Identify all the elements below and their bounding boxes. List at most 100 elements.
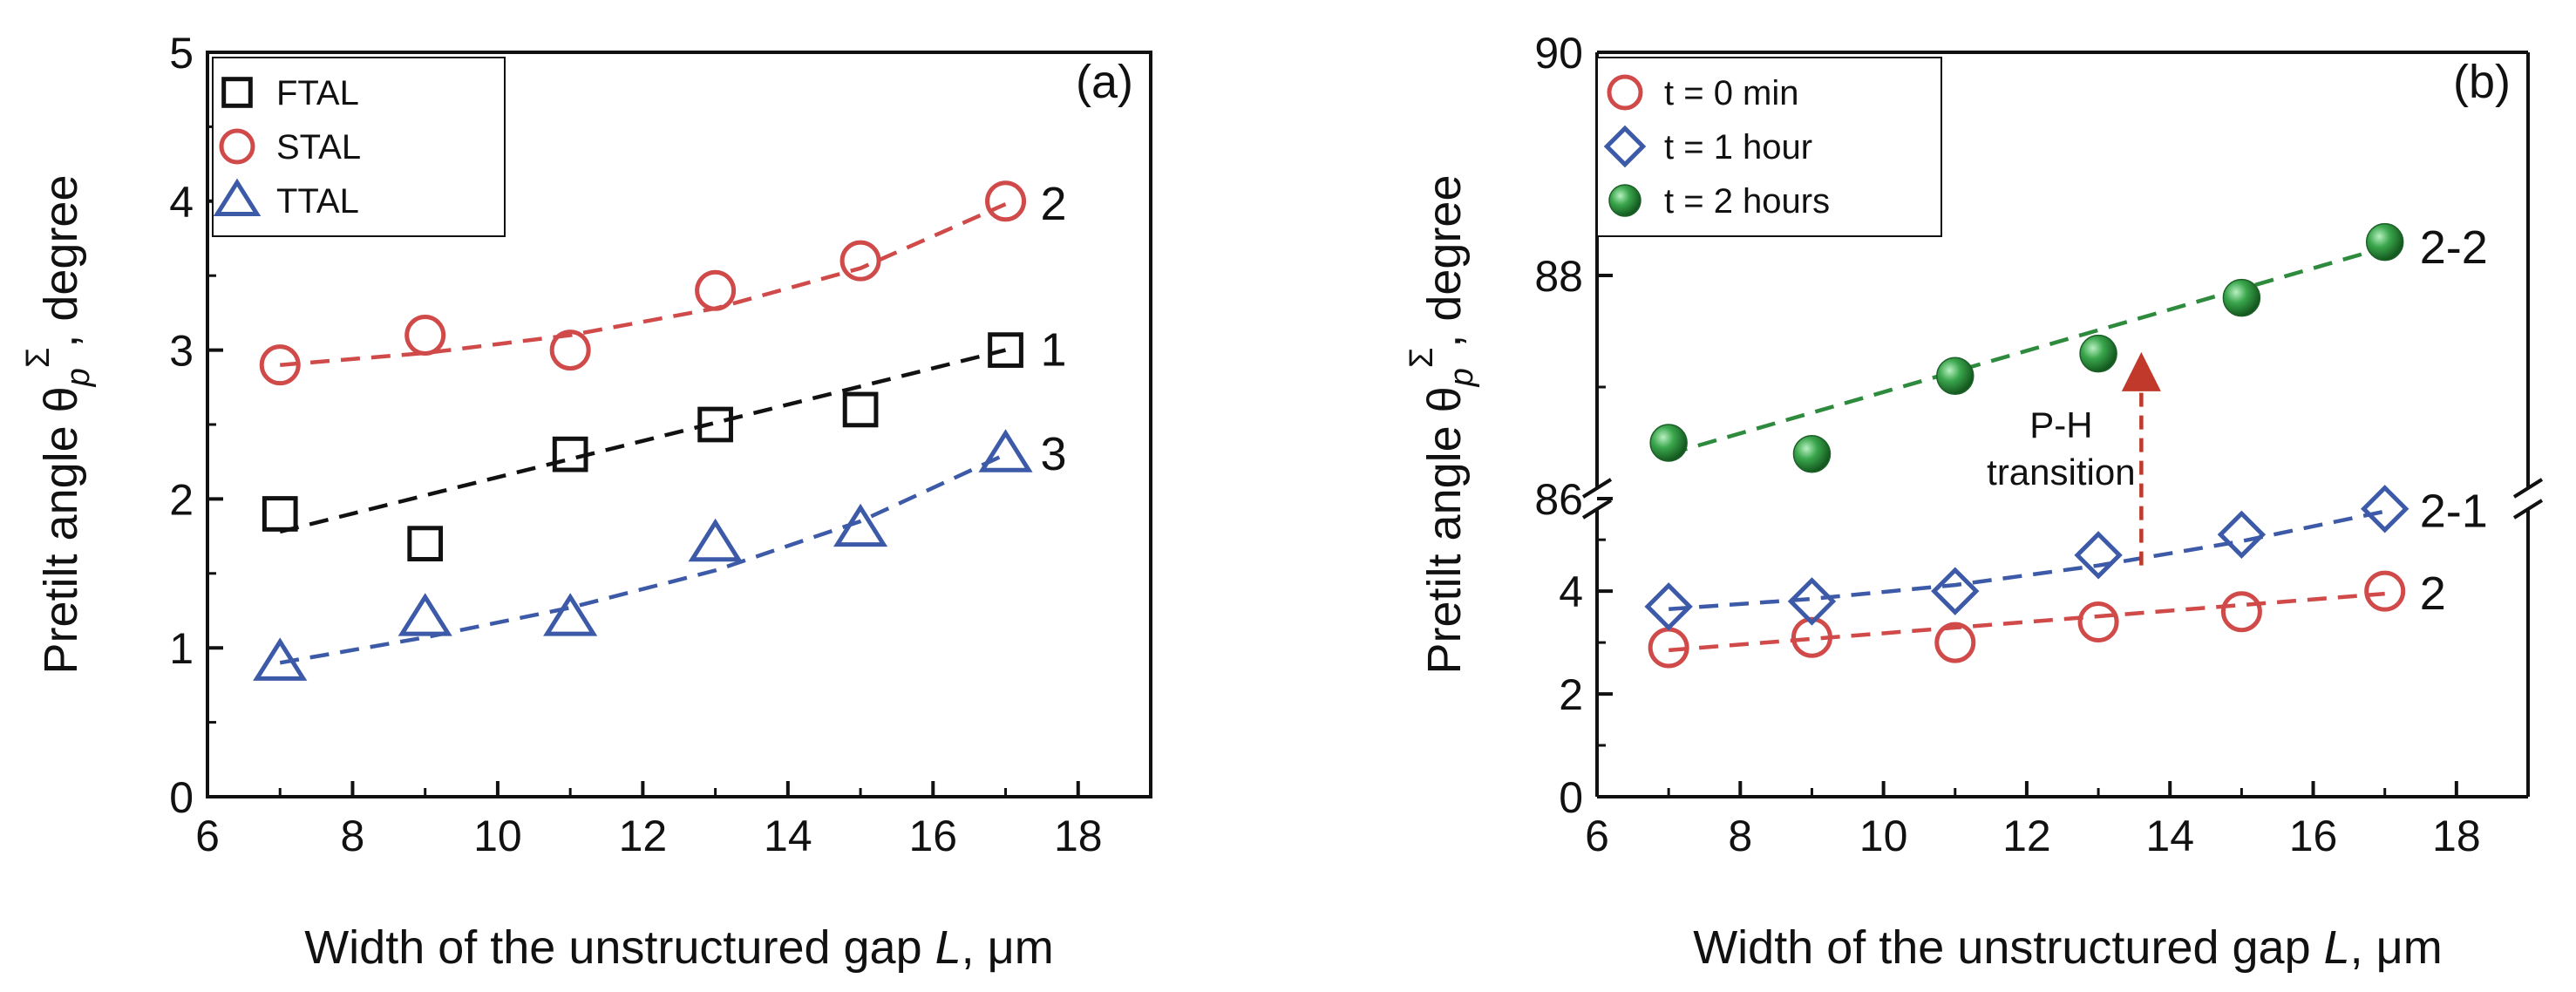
curve-label-ftal: 1: [1041, 324, 1067, 377]
legend-a: FTAL STAL TTAL: [212, 57, 506, 237]
b-legend-label-t-2-hours: t = 2 hours: [1664, 182, 1830, 221]
b-y-tick-label: 88: [1534, 252, 1583, 301]
a-legend-label-ftal: FTAL: [276, 74, 359, 112]
a-legend-label-ttal: TTAL: [276, 182, 359, 221]
data-point-t-1-hour: [2361, 485, 2409, 533]
a-x-tick-label: 16: [908, 812, 957, 860]
curve-labels-b: 2 2-1 2-2: [2420, 221, 2488, 620]
curve-labels-a: 1 2 3: [1041, 178, 1067, 480]
b-y-tick-label: 4: [1559, 567, 1583, 616]
a-legend-marker-ftal: [221, 77, 253, 108]
data-point-t-0-min: [1791, 616, 1832, 658]
a-x-tick-label: 6: [195, 812, 220, 860]
y-axis-title-a: Pretilt angle θpΣ, degree: [20, 175, 97, 675]
data-point-t-0-min: [2220, 591, 2262, 633]
panel-tag-a: (a): [1076, 56, 1133, 108]
data-point-t-2-hours: [1936, 357, 1974, 395]
data-point-t-1-hour: [2074, 531, 2123, 580]
data-point-t-1-hour: [1787, 577, 1837, 626]
a-y-tick-label: 4: [169, 178, 194, 227]
a-y-tick-label: 1: [169, 624, 194, 673]
fit-line-ftal: [279, 348, 1007, 534]
b-x-tick-label: 8: [1728, 812, 1752, 860]
data-point-ftal: [262, 496, 298, 532]
a-x-tick-label: 8: [341, 812, 365, 860]
a-x-tick-label: 12: [619, 812, 668, 860]
fit-line-t-2-hours: [1668, 245, 2386, 456]
a-x-tick-label: 18: [1054, 812, 1103, 860]
b-axis-break-mark: [1581, 478, 1613, 499]
data-point-stal: [259, 344, 301, 386]
fit-line-t-0-min: [1669, 591, 2385, 653]
legend-box-a: [212, 57, 506, 237]
transition-label-line2: transition: [1987, 452, 2135, 493]
data-point-stal: [985, 180, 1027, 222]
b-axis-break-mark: [2512, 499, 2544, 520]
data-point-t-2-hours: [2222, 278, 2261, 317]
a-y-tick-label: 0: [169, 773, 194, 822]
data-point-ttal: [833, 503, 888, 547]
fit-lines-b: [1668, 245, 2386, 653]
b-x-tick-label: 12: [2002, 812, 2051, 860]
b-x-tick-label: 6: [1585, 812, 1609, 860]
data-point-t-0-min: [2364, 570, 2406, 612]
transition-label-line1: P-H: [2029, 404, 2092, 445]
fit-line-stal: [280, 202, 1007, 367]
data-point-t-1-hour: [1644, 582, 1693, 631]
axis-ticks-b: 6 8 10 12 14 16 18 0 2 4 86 88 90: [1534, 29, 2480, 860]
transition-annotation: P-H transition: [1987, 351, 2161, 566]
a-y-tick-label: 2: [169, 475, 194, 524]
b-axis-break-mark: [1581, 499, 1613, 520]
fit-line-t-1-hour: [1669, 509, 2386, 612]
curve-label-t-2-hours: 2-2: [2420, 221, 2488, 274]
a-legend-label-stal: STAL: [276, 128, 361, 166]
data-point-t-2-hours: [2079, 334, 2117, 373]
plot-frame-b: [1581, 51, 2544, 798]
legend-box-b: [1596, 57, 1942, 237]
data-point-stal: [549, 330, 591, 371]
data-point-ttal: [688, 518, 743, 562]
data-point-ftal: [552, 436, 588, 472]
curve-label-t-1-hour: 2-1: [2420, 486, 2488, 538]
b-x-tick-label: 18: [2432, 812, 2481, 860]
panel-b: 6 8 10 12 14 16 18 0 2 4 86 88 90 2 2-1 2-2 P-H transit…: [1404, 29, 2544, 974]
fit-line-ttal: [279, 452, 1007, 665]
curve-label-ttal: 3: [1041, 428, 1067, 480]
b-y-tick-label: 0: [1559, 773, 1583, 822]
a-x-tick-label: 10: [473, 812, 522, 860]
data-point-ttal: [253, 637, 308, 681]
data-points-b: [1644, 222, 2409, 669]
x-axis-title-a: Width of the unstructured gap L, μm: [304, 921, 1054, 974]
data-point-ttal: [543, 593, 598, 636]
curve-label-stal: 2: [1041, 178, 1067, 230]
a-y-tick-label: 3: [169, 327, 194, 376]
b-legend-marker-t-1-hour: [1603, 125, 1647, 168]
legend-b: t = 0 min t = 1 hour t = 2 hours: [1596, 57, 1942, 237]
data-point-ftal: [407, 526, 444, 561]
data-point-t-2-hours: [2365, 222, 2404, 262]
data-point-t-1-hour: [2217, 510, 2267, 559]
b-legend-label-t-0-min: t = 0 min: [1664, 74, 1799, 112]
y-axis-title-b: Pretilt angle θpΣ, degree: [1404, 175, 1480, 675]
data-point-t-0-min: [1934, 622, 1976, 663]
a-y-tick-label: 5: [169, 29, 194, 78]
data-point-stal: [695, 269, 737, 311]
data-point-ttal: [978, 429, 1033, 472]
data-point-t-1-hour: [1931, 567, 1980, 615]
x-axis-title-b: Width of the unstructured gap L, μm: [1693, 921, 2443, 974]
b-axis-break-mark: [2512, 478, 2544, 499]
b-legend-marker-t-2-hours: [1608, 184, 1641, 217]
b-x-tick-label: 16: [2289, 812, 2338, 860]
b-legend-marker-t-0-min: [1607, 74, 1643, 111]
a-legend-marker-stal: [219, 128, 255, 165]
b-y-tick-label: 2: [1559, 670, 1583, 719]
data-point-stal: [404, 315, 446, 357]
b-legend-label-t-1-hour: t = 1 hour: [1664, 128, 1812, 166]
data-point-ttal: [398, 593, 452, 636]
b-y-tick-label: 86: [1534, 475, 1583, 524]
data-point-ftal: [697, 406, 733, 443]
